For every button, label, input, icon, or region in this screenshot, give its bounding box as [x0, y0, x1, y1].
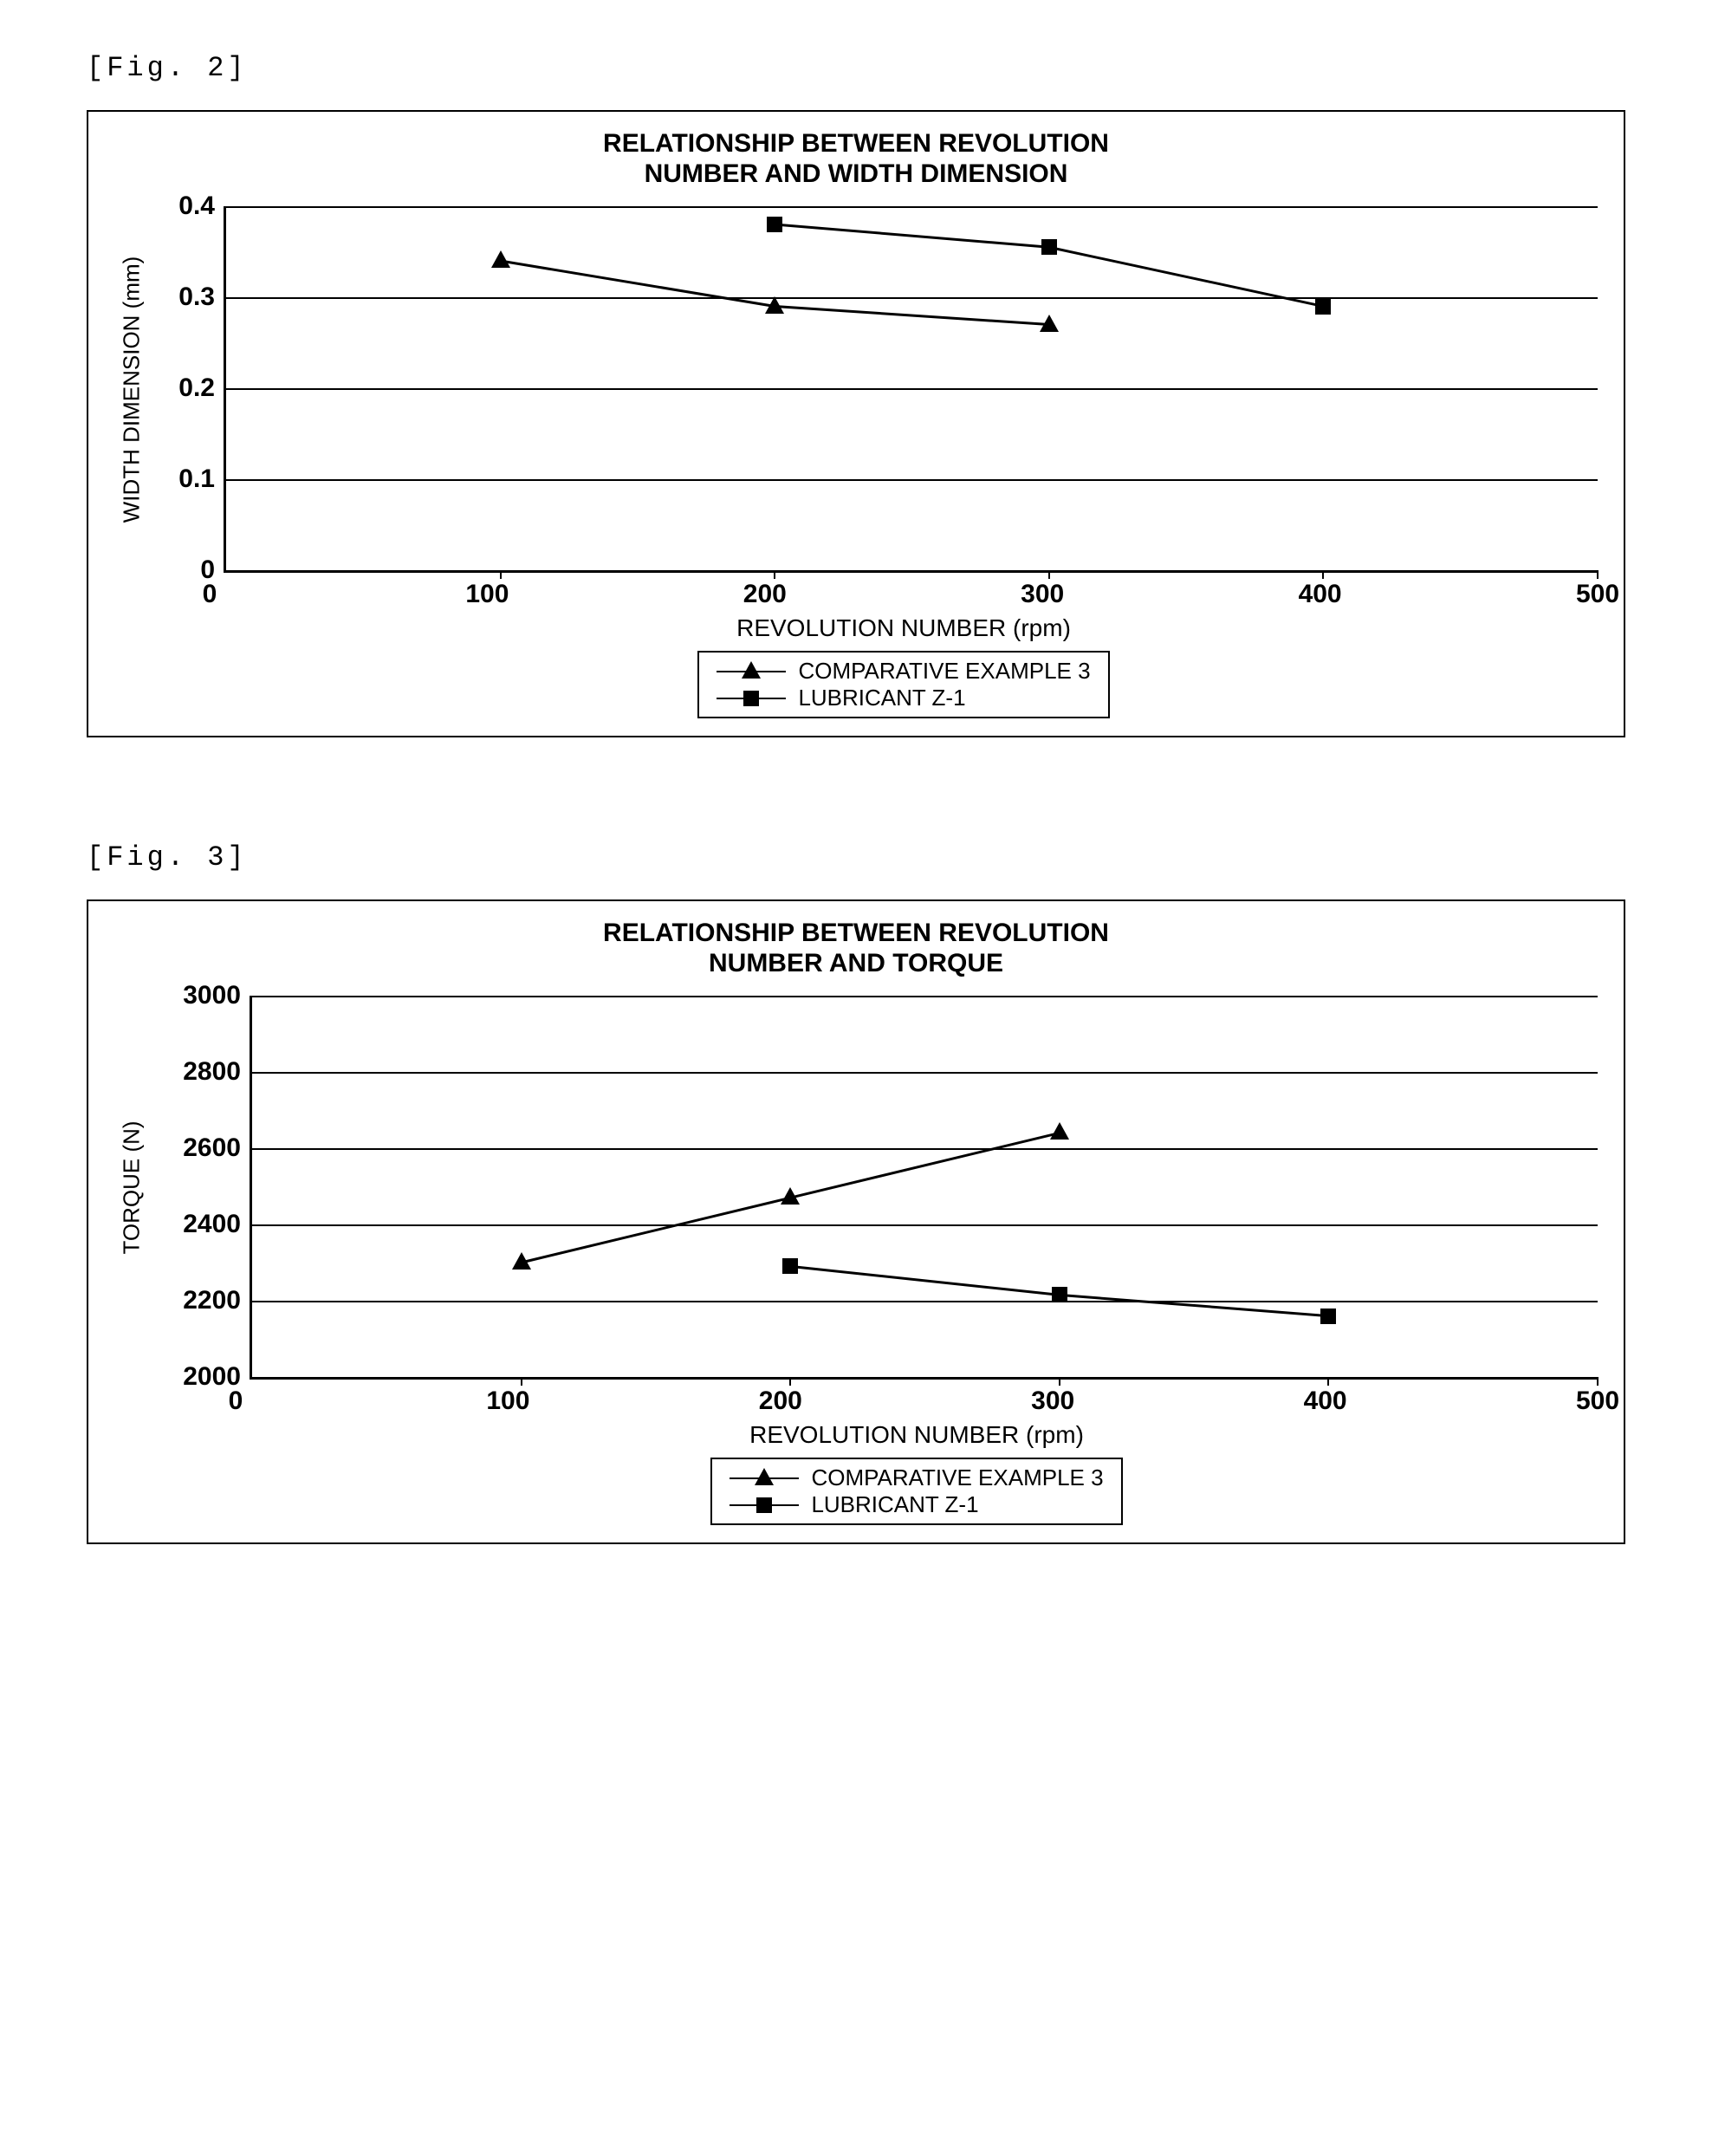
series-line — [775, 224, 1323, 307]
x-axis-label: REVOLUTION NUMBER (rpm) — [236, 1421, 1598, 1449]
chart-title: RELATIONSHIP BETWEEN REVOLUTIONNUMBER AN… — [114, 129, 1598, 189]
legend-label: COMPARATIVE EXAMPLE 3 — [811, 1464, 1103, 1491]
series-svg — [226, 206, 1598, 570]
x-tick-labels: 0100200300400500 — [210, 573, 1598, 611]
x-tick-label: 200 — [759, 1386, 802, 1416]
x-tick-label: 400 — [1299, 580, 1342, 609]
y-tick-label: 2400 — [183, 1211, 241, 1237]
y-axis-label-col: WIDTH DIMENSION (mm) — [114, 206, 149, 573]
chart-title: RELATIONSHIP BETWEEN REVOLUTIONNUMBER AN… — [114, 919, 1598, 978]
x-tick-label: 500 — [1576, 1386, 1619, 1416]
legend-item: LUBRICANT Z-1 — [730, 1491, 1103, 1518]
legend: COMPARATIVE EXAMPLE 3LUBRICANT Z-1 — [710, 1458, 1122, 1525]
y-axis-label-col: TORQUE (N) — [114, 996, 149, 1380]
square-marker-icon — [1315, 299, 1331, 315]
y-tick-label: 0.3 — [178, 284, 215, 310]
legend-line-icon — [730, 1504, 799, 1506]
chart-title-line: RELATIONSHIP BETWEEN REVOLUTION — [114, 919, 1598, 949]
x-ticks-row: 0100200300400500 — [210, 573, 1598, 611]
y-tick-label: 2600 — [183, 1135, 241, 1161]
plot-area — [250, 996, 1598, 1380]
legend-label: LUBRICANT Z-1 — [798, 685, 965, 711]
x-axis-label: REVOLUTION NUMBER (rpm) — [210, 614, 1598, 642]
square-marker-icon — [767, 217, 782, 232]
legend-label: COMPARATIVE EXAMPLE 3 — [798, 658, 1090, 685]
square-marker-icon — [1052, 1287, 1067, 1302]
legend-wrap: COMPARATIVE EXAMPLE 3LUBRICANT Z-1 — [236, 1449, 1598, 1525]
triangle-marker-icon — [491, 250, 510, 268]
y-axis-label: TORQUE (N) — [119, 1120, 146, 1254]
figure-label: [Fig. 2] — [87, 52, 1660, 84]
chart-title-line: RELATIONSHIP BETWEEN REVOLUTION — [114, 129, 1598, 159]
x-tick-label: 300 — [1021, 580, 1064, 609]
square-marker-icon — [1041, 239, 1057, 255]
square-marker-icon — [756, 1497, 772, 1513]
x-tick-label: 0 — [203, 580, 217, 609]
y-tick-label: 0.1 — [178, 466, 215, 492]
legend-item: COMPARATIVE EXAMPLE 3 — [730, 1464, 1103, 1491]
y-ticks: 300028002600240022002000 — [149, 996, 250, 1377]
triangle-marker-icon — [742, 661, 761, 679]
y-tick-label: 2800 — [183, 1059, 241, 1085]
legend: COMPARATIVE EXAMPLE 3LUBRICANT Z-1 — [697, 651, 1109, 718]
x-tick-label: 100 — [486, 1386, 529, 1416]
y-ticks: 0.40.30.20.10 — [149, 206, 224, 570]
legend-line-icon — [730, 1477, 799, 1479]
plot-area — [224, 206, 1598, 573]
figure-label: [Fig. 3] — [87, 841, 1660, 873]
square-marker-icon — [782, 1258, 798, 1274]
legend-line-icon — [717, 671, 786, 672]
legend-item: COMPARATIVE EXAMPLE 3 — [717, 658, 1090, 685]
chart-container: RELATIONSHIP BETWEEN REVOLUTIONNUMBER AN… — [87, 110, 1625, 737]
legend-item: LUBRICANT Z-1 — [717, 685, 1090, 711]
triangle-marker-icon — [765, 296, 784, 314]
x-tick-label: 100 — [465, 580, 509, 609]
triangle-marker-icon — [755, 1468, 774, 1485]
plot-wrap: WIDTH DIMENSION (mm)0.40.30.20.10 — [114, 206, 1598, 573]
triangle-marker-icon — [1050, 1122, 1069, 1140]
legend-label: LUBRICANT Z-1 — [811, 1491, 978, 1518]
triangle-marker-icon — [1040, 315, 1059, 332]
legend-line-icon — [717, 698, 786, 699]
x-tick-labels: 0100200300400500 — [236, 1380, 1598, 1418]
x-tick-label: 500 — [1576, 580, 1619, 609]
chart-title-line: NUMBER AND TORQUE — [114, 949, 1598, 979]
series-line — [501, 261, 1049, 325]
chart-title-line: NUMBER AND WIDTH DIMENSION — [114, 159, 1598, 190]
x-tick-label: 0 — [229, 1386, 243, 1416]
chart-container: RELATIONSHIP BETWEEN REVOLUTIONNUMBER AN… — [87, 899, 1625, 1544]
y-tick-label: 3000 — [183, 983, 241, 1009]
triangle-marker-icon — [512, 1252, 531, 1270]
y-axis-label: WIDTH DIMENSION (mm) — [119, 257, 146, 523]
x-ticks-row: 0100200300400500 — [236, 1380, 1598, 1418]
triangle-marker-icon — [781, 1187, 800, 1205]
square-marker-icon — [1320, 1309, 1336, 1324]
y-tick-label: 0.4 — [178, 193, 215, 219]
legend-wrap: COMPARATIVE EXAMPLE 3LUBRICANT Z-1 — [210, 642, 1598, 718]
x-tick-label: 400 — [1304, 1386, 1347, 1416]
x-tick-label: 300 — [1031, 1386, 1074, 1416]
square-marker-icon — [743, 691, 759, 706]
x-tick-label: 200 — [743, 580, 787, 609]
y-tick-label: 2200 — [183, 1288, 241, 1314]
y-tick-label: 0.2 — [178, 375, 215, 401]
plot-wrap: TORQUE (N)300028002600240022002000 — [114, 996, 1598, 1380]
series-svg — [252, 996, 1598, 1377]
